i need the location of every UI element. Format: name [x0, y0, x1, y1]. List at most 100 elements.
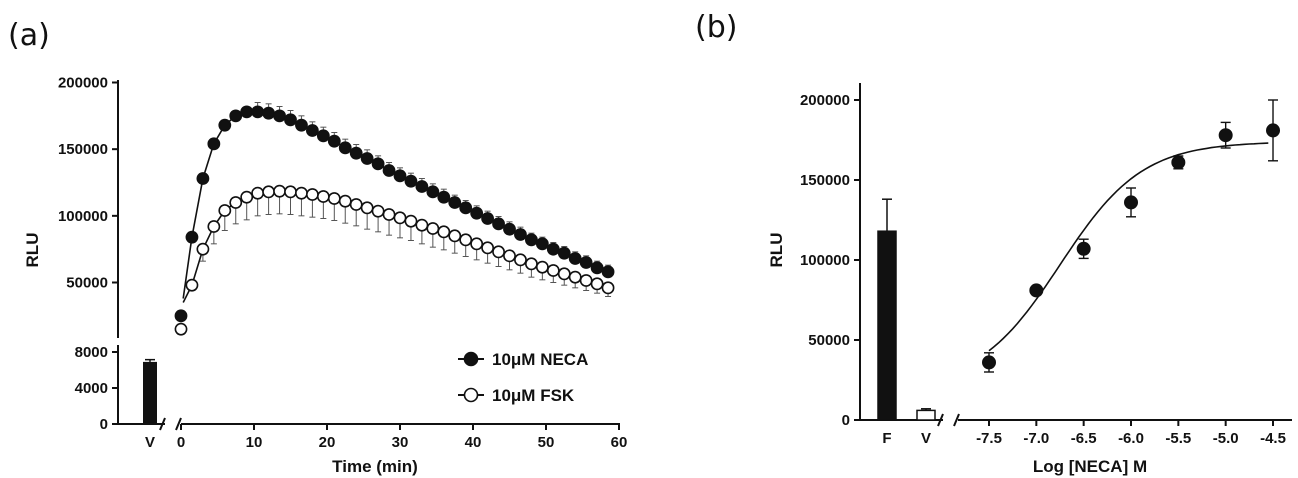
data-point [437, 190, 451, 204]
data-point [535, 237, 549, 251]
b-data-point [1218, 128, 1233, 143]
data-point [371, 157, 385, 171]
a-bar-group: V [143, 358, 157, 451]
data-point [393, 211, 407, 225]
data-point [568, 270, 582, 284]
data-point [305, 124, 319, 137]
b-x-tick-label: -5.5 [1165, 430, 1191, 447]
data-point [305, 188, 319, 201]
a-axis-break-1 [159, 417, 166, 431]
data-point [557, 267, 571, 281]
b-y-tick-label: 200000 [800, 92, 850, 109]
a-series-neca [174, 102, 615, 323]
b-series-group [982, 99, 1281, 373]
data-point [481, 212, 494, 225]
data-point [415, 180, 429, 193]
data-point [382, 208, 396, 221]
a-y-tick-label: 150000 [58, 141, 108, 158]
data-point [448, 196, 462, 209]
data-point [338, 194, 352, 208]
data-point [525, 233, 538, 247]
b-x-tick-label: -6.0 [1118, 430, 1144, 447]
data-point [229, 196, 243, 209]
b-y-tick-label: 150000 [800, 172, 850, 189]
b-x-tick-label: -5.0 [1213, 430, 1239, 447]
data-point [273, 184, 286, 198]
a-x-tick-label: 0 [177, 434, 185, 451]
data-point [579, 274, 593, 287]
b-bar-label: V [921, 430, 931, 447]
data-point [404, 214, 418, 228]
data-point [218, 118, 232, 132]
a-tick-group: 50000 100000 150000 200000 0 4000 8000 0 10 20 30 4… [58, 75, 627, 451]
data-point [382, 164, 396, 177]
data-point [601, 281, 615, 295]
a-y-tick-label: 200000 [58, 75, 108, 92]
data-point [316, 129, 330, 143]
data-point [503, 249, 516, 263]
b-x-tick-label: -7.0 [1023, 430, 1049, 447]
data-point [207, 137, 221, 151]
data-point [437, 225, 451, 239]
data-point [579, 256, 593, 269]
b-y-tick-label: 50000 [808, 332, 850, 349]
a-x-tick-label: 60 [611, 434, 628, 451]
a-bar-v-label: V [145, 434, 155, 451]
b-data-point [1076, 241, 1091, 256]
data-point [568, 252, 582, 265]
data-point [426, 222, 440, 235]
b-bar-v [916, 409, 936, 421]
a-y-tick-label: 8000 [75, 344, 108, 361]
data-point [546, 264, 560, 277]
data-point [360, 201, 374, 215]
b-tick-group: 0 50000 100000 150000 200000 -7.5 -7.0 -6.5 -6.0… [800, 92, 1286, 447]
b-y-tick-label: 0 [842, 412, 850, 429]
data-point [459, 201, 473, 215]
panel-b-letter: (b) [695, 10, 737, 45]
data-point [503, 222, 516, 236]
data-point [207, 220, 221, 233]
b-x-tick-label: -4.5 [1260, 430, 1286, 447]
data-point [525, 257, 538, 271]
a-y-axis-label: RLU [23, 233, 42, 268]
b-bar-f [877, 230, 897, 421]
data-point [327, 192, 341, 205]
b-fit-curve [988, 142, 1269, 352]
data-point [459, 233, 473, 247]
data-point [470, 237, 484, 251]
data-point [251, 186, 265, 200]
data-point [327, 134, 341, 148]
b-x-tick-label: -6.5 [1071, 430, 1097, 447]
b-x-axis-label: Log [NECA] M [1033, 457, 1147, 476]
data-point [415, 218, 429, 232]
data-point [514, 228, 527, 241]
data-point [295, 118, 308, 132]
legend-marker-neca [463, 351, 479, 367]
a-x-tick-label: 20 [319, 434, 336, 451]
panel-a-letter: (a) [8, 18, 50, 53]
legend-marker-fsk [463, 387, 479, 403]
data-point [185, 230, 199, 244]
data-point [371, 204, 385, 218]
data-point [393, 169, 407, 183]
b-y-tick-label: 100000 [800, 252, 850, 269]
b-data-point [982, 355, 996, 370]
data-point [492, 245, 505, 259]
b-bar-label: F [882, 430, 891, 447]
a-series-group [174, 102, 615, 336]
data-point [240, 105, 254, 119]
a-x-tick-label: 30 [392, 434, 409, 451]
data-point [492, 217, 505, 231]
data-point [470, 206, 484, 220]
data-point [240, 190, 254, 204]
data-point [601, 265, 615, 279]
a-x-tick-label: 50 [538, 434, 555, 451]
data-point [273, 109, 286, 123]
a-axis-break-2 [175, 417, 182, 431]
legend-label-neca: 10μM NECA [492, 350, 588, 369]
data-point [546, 242, 560, 256]
data-point [284, 113, 297, 127]
data-point [218, 204, 232, 217]
data-point [185, 278, 199, 292]
data-point [514, 253, 527, 267]
